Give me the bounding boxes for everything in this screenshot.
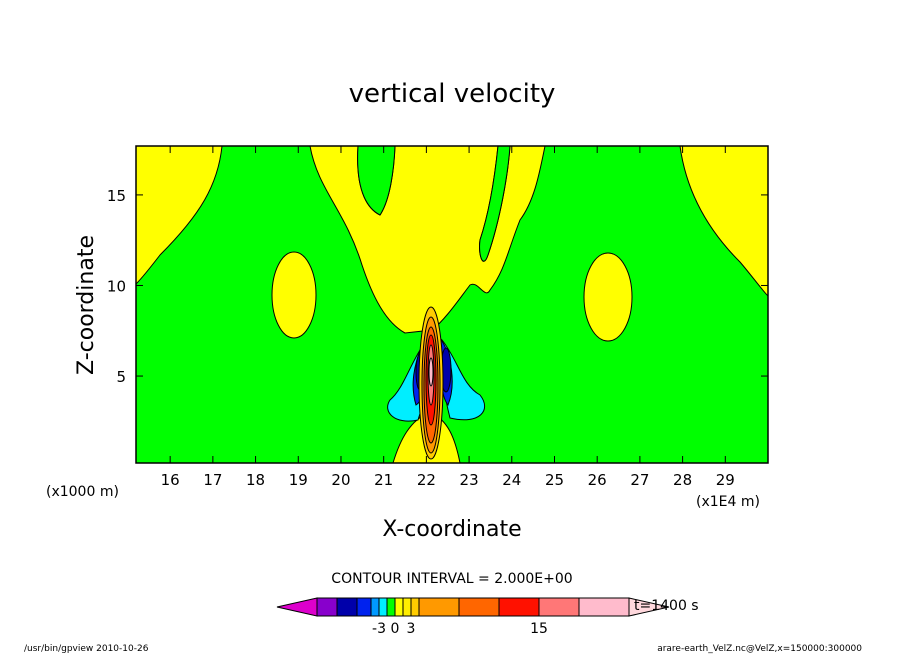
x-tick-label: 18 <box>246 471 265 489</box>
colorbar-swatch <box>418 597 460 617</box>
x-tick-label: 19 <box>289 471 308 489</box>
x-tick-label: 25 <box>545 471 564 489</box>
colorbar-label: 15 <box>530 621 548 637</box>
funnel-green-pocket-left <box>357 146 396 216</box>
colorbar-swatch <box>356 597 372 617</box>
x-unit-right: (x1E4 m) <box>696 494 760 510</box>
footer-right: arare-earth_VelZ.nc@VelZ,x=150000:300000 <box>657 644 862 654</box>
colorbar-swatch <box>394 597 404 617</box>
colorbar-swatch <box>316 597 338 617</box>
colorbar-swatch <box>370 597 380 617</box>
colorbar-arrow-left <box>276 597 318 617</box>
footer-left: /usr/bin/gpview 2010-10-26 <box>24 644 149 654</box>
colorbar-label: -3 <box>372 621 386 637</box>
x-tick-label: 29 <box>716 471 735 489</box>
x-tick-label: 16 <box>161 471 180 489</box>
colorbar-swatch <box>538 597 580 617</box>
x-tick-label: 28 <box>673 471 692 489</box>
colorbar-label: 0 <box>391 621 400 637</box>
x-tick-label: 20 <box>331 471 350 489</box>
chart-title: vertical velocity <box>349 79 556 109</box>
colorbar-swatch <box>578 597 630 617</box>
x-tick-label: 23 <box>460 471 479 489</box>
time-label: t=1400 s <box>634 598 699 614</box>
left-cell <box>271 251 317 339</box>
upper-right-updraft <box>679 146 768 297</box>
y-tick-label: 10 <box>107 277 126 295</box>
colorbar-arrow-right <box>628 597 670 617</box>
x-unit-left: (x1000 m) <box>46 484 119 500</box>
plot-frame <box>135 145 769 464</box>
x-tick-label: 27 <box>630 471 649 489</box>
colorbar-swatch <box>402 597 412 617</box>
funnel-green-pocket-right <box>479 146 511 262</box>
y-axis-title: Z-coordinate <box>74 235 99 375</box>
y-tick-label: 5 <box>116 368 126 386</box>
x-tick-label: 24 <box>502 471 521 489</box>
colorbar-swatch <box>410 597 420 617</box>
x-tick-label: 21 <box>374 471 393 489</box>
colorbar-swatch <box>458 597 500 617</box>
x-tick-label: 26 <box>588 471 607 489</box>
upper-left-updraft <box>136 146 223 285</box>
contour-interval: CONTOUR INTERVAL = 2.000E+00 <box>331 571 572 587</box>
right-cell <box>583 252 633 342</box>
colorbar-swatch <box>378 597 388 617</box>
x-tick-label: 22 <box>417 471 436 489</box>
colorbar: -3 0 3 15 <box>276 597 670 637</box>
contour-field <box>136 146 768 463</box>
x-axis-ticks: 16 17 18 19 20 21 22 23 24 25 26 27 28 29 <box>161 146 735 489</box>
x-tick-label: 17 <box>203 471 222 489</box>
colorbar-swatch <box>386 597 396 617</box>
y-tick-label: 15 <box>107 187 126 205</box>
plume-peak <box>428 357 434 387</box>
colorbar-swatch <box>336 597 358 617</box>
colorbar-label: 3 <box>407 621 416 637</box>
x-axis-title: X-coordinate <box>382 517 521 542</box>
y-axis-ticks: 5 10 15 <box>107 187 768 386</box>
colorbar-swatch <box>498 597 540 617</box>
